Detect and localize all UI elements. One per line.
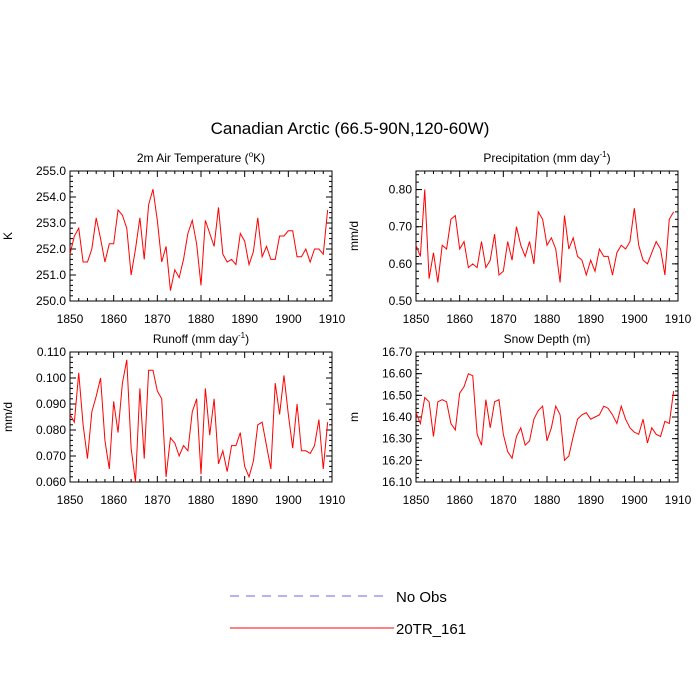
y-tick-label: 16.50 <box>382 388 412 402</box>
y-tick-label: 253.0 <box>36 216 66 230</box>
panel-title-main: Snow Depth (m) <box>504 332 591 346</box>
y-tick-label: 0.50 <box>389 294 413 308</box>
x-tick-label: 1860 <box>100 493 127 507</box>
series-line-runoff <box>69 359 329 483</box>
x-tick-label: 1850 <box>403 312 430 326</box>
panel-title-main: Runoff (mm day <box>153 332 238 346</box>
panel-snow-depth: Snow Depth (m) m 1850 1860 1870 1880 1890 1900 1… <box>347 332 692 507</box>
figure-title: Canadian Arctic (66.5-90N,120-60W) <box>211 119 490 138</box>
panel-title-main: Precipitation (mm day <box>483 151 599 165</box>
x-tick-label: 1850 <box>403 493 430 507</box>
panel-temperature: 2m Air Temperature (oK) K 1850 1860 1870 1880… <box>1 150 346 326</box>
y-axis-label-snow-depth: m <box>347 412 361 422</box>
x-tick-label: 1880 <box>534 493 561 507</box>
x-tick-label: 1900 <box>275 493 302 507</box>
y-tick-label: 0.60 <box>389 257 413 271</box>
y-tick-label: 16.10 <box>382 475 412 489</box>
x-tick-label: 1880 <box>188 493 215 507</box>
x-tick-label: 1850 <box>57 312 84 326</box>
y-axis-label-runoff: mm/d <box>1 402 15 432</box>
x-tick-label: 1870 <box>490 493 517 507</box>
x-tick-label: 1910 <box>665 312 692 326</box>
x-tick-label: 1870 <box>144 493 171 507</box>
y-tick-label: 16.70 <box>382 345 412 359</box>
y-tick-label: 16.30 <box>382 432 412 446</box>
panel-title-tail: ) <box>607 151 611 165</box>
y-tick-label: 0.060 <box>36 475 66 489</box>
panel-runoff: Runoff (mm day-1) mm/d 1850 1860 1870 1880 189… <box>1 331 346 507</box>
panel-title-tail: ) <box>245 332 249 346</box>
y-tick-label: 0.80 <box>389 183 413 197</box>
y-axis-label-precipitation: mm/d <box>347 221 361 251</box>
panel-title-temperature: 2m Air Temperature (oK) <box>137 150 265 165</box>
legend: No Obs 20TR_161 <box>230 589 466 638</box>
series-line-precipitation <box>415 189 675 283</box>
panel-precipitation: Precipitation (mm day-1) mm/d 1850 1860 1870… <box>347 150 692 326</box>
plot-frame-snow-depth <box>415 351 679 483</box>
y-tick-label: 252.0 <box>36 242 66 256</box>
panel-title-sup: o <box>249 150 254 159</box>
x-tick-label: 1870 <box>144 312 171 326</box>
x-tick-label: 1880 <box>534 312 561 326</box>
x-tick-label: 1910 <box>319 312 346 326</box>
x-tick-label: 1860 <box>446 493 473 507</box>
x-tick-label: 1910 <box>319 493 346 507</box>
y-tick-label: 0.70 <box>389 220 413 234</box>
x-tick-label: 1860 <box>100 312 127 326</box>
legend-label-no-obs: No Obs <box>396 589 447 606</box>
y-tick-label: 16.60 <box>382 367 412 381</box>
y-tick-label: 254.0 <box>36 190 66 204</box>
panel-title-runoff: Runoff (mm day-1) <box>153 331 249 346</box>
x-tick-label: 1860 <box>446 312 473 326</box>
x-tick-label: 1850 <box>57 493 84 507</box>
x-tick-label: 1880 <box>188 312 215 326</box>
legend-label-20tr-161: 20TR_161 <box>396 621 466 638</box>
y-tick-label: 0.090 <box>36 397 66 411</box>
panel-title-tail: K) <box>253 151 265 165</box>
x-tick-label: 1890 <box>231 312 258 326</box>
panel-title-snow-depth: Snow Depth (m) <box>504 332 591 346</box>
x-tick-label: 1900 <box>275 312 302 326</box>
plot-frame-precipitation <box>415 170 679 302</box>
y-axis-label-temperature: K <box>1 232 15 240</box>
panel-title-precipitation: Precipitation (mm day-1) <box>483 150 610 165</box>
x-tick-label: 1900 <box>621 493 648 507</box>
x-tick-label: 1900 <box>621 312 648 326</box>
y-tick-label: 251.0 <box>36 268 66 282</box>
y-tick-label: 0.080 <box>36 423 66 437</box>
x-tick-label: 1910 <box>665 493 692 507</box>
y-tick-label: 0.110 <box>37 345 66 359</box>
x-tick-label: 1870 <box>490 312 517 326</box>
y-tick-label: 250.0 <box>36 294 66 308</box>
y-tick-label: 0.100 <box>36 371 66 385</box>
panel-title-sup: -1 <box>599 150 607 159</box>
y-tick-label: 0.070 <box>36 449 66 463</box>
y-tick-label: 16.40 <box>382 410 412 424</box>
panel-title-sup: -1 <box>238 331 246 340</box>
panels-group: 2m Air Temperature (oK) K 1850 1860 1870 1880… <box>1 150 692 507</box>
series-line-temperature <box>69 189 329 291</box>
x-tick-label: 1890 <box>577 312 604 326</box>
x-tick-label: 1890 <box>231 493 258 507</box>
panel-title-main: 2m Air Temperature ( <box>137 151 249 165</box>
series-line-snow-depth <box>415 372 675 462</box>
x-tick-label: 1890 <box>577 493 604 507</box>
y-tick-label: 16.20 <box>382 453 412 467</box>
y-tick-label: 255.0 <box>36 164 66 178</box>
